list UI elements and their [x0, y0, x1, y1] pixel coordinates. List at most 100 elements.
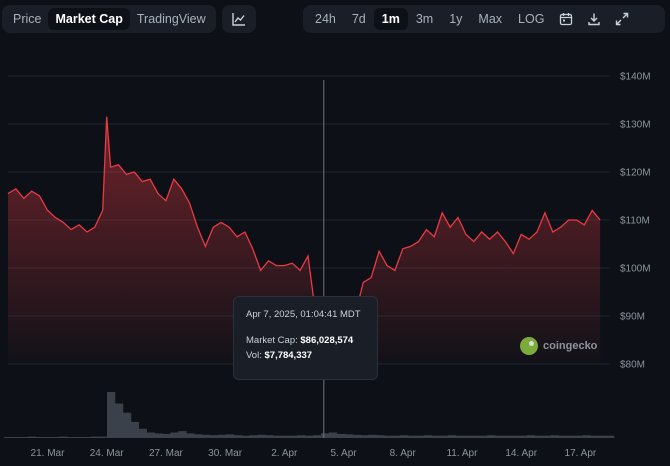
- volume-bar: [542, 435, 551, 438]
- x-tick-label: 5. Apr: [330, 448, 357, 459]
- download-icon: [588, 13, 601, 26]
- tooltip-date: Apr 7, 2025, 01:04:41 MDT: [246, 309, 361, 320]
- calendar-button[interactable]: [552, 8, 580, 30]
- volume-bar: [320, 433, 330, 438]
- calendar-icon: [560, 13, 573, 26]
- market-cap-line: [7, 116, 601, 338]
- x-tick-label: 27. Mar: [149, 448, 184, 459]
- download-button[interactable]: [580, 8, 608, 30]
- x-tick-label: 14. Apr: [505, 448, 537, 459]
- volume-bar: [526, 435, 536, 438]
- volume-bar: [439, 435, 448, 438]
- volume-bar: [202, 434, 211, 438]
- volume-bar: [265, 435, 274, 438]
- volume-bar: [558, 435, 567, 438]
- y-tick-label: $100M: [620, 264, 651, 275]
- y-tick-label: $80M: [620, 360, 645, 371]
- volume-bar: [400, 435, 409, 438]
- volume-bar: [376, 435, 385, 438]
- x-axis: 21. Mar 24. Mar 27. Mar 30. Mar 2. Apr 5. Apr…: [31, 448, 597, 459]
- y-axis: $140M $130M $120M $110M $100M $90M $80M: [620, 72, 651, 371]
- range-1y[interactable]: 1y: [449, 12, 463, 26]
- volume-bar: [194, 434, 203, 438]
- volume-bar: [114, 403, 124, 438]
- coingecko-logo-icon: [520, 337, 538, 355]
- volume-bar: [503, 435, 512, 438]
- volume-bar: [83, 437, 92, 438]
- volume-bar: [423, 435, 433, 438]
- range-24h[interactable]: 24h: [315, 12, 336, 26]
- volume-bar: [463, 435, 472, 438]
- volume-bar: [4, 437, 13, 438]
- y-tick-label: $130M: [620, 120, 651, 131]
- market-cap-area: [8, 116, 601, 364]
- volume-bar: [495, 435, 504, 438]
- volume-bar: [43, 437, 52, 438]
- tooltip-vol-label: Vol:: [246, 350, 262, 361]
- tab-tradingview[interactable]: TradingView: [136, 12, 206, 26]
- volume-bar: [99, 436, 108, 438]
- x-tick-label: 11. Apr: [446, 448, 478, 459]
- volume-bar: [27, 436, 37, 438]
- chart-type-button[interactable]: [222, 5, 256, 33]
- x-tick-label: 8. Apr: [390, 448, 417, 459]
- tooltip-vol-value: $7,784,337: [264, 350, 313, 361]
- expand-icon: [616, 12, 629, 26]
- volume-bar: [217, 434, 227, 438]
- volume-bar: [566, 435, 575, 438]
- volume-bar: [59, 436, 68, 438]
- tooltip-market-cap-label: Market Cap:: [246, 335, 298, 346]
- x-tick-label: 2. Apr: [271, 448, 298, 459]
- volume-bar: [328, 432, 338, 438]
- volume-bar: [19, 437, 29, 438]
- y-tick-label: $120M: [620, 168, 651, 179]
- range-max[interactable]: Max: [478, 12, 503, 26]
- tooltip-market-cap: Market Cap: $86,028,574: [246, 335, 365, 346]
- volume-bar: [598, 435, 607, 438]
- volume-bar: [384, 435, 393, 438]
- volume-bar: [606, 435, 615, 438]
- y-tick-label: $110M: [620, 216, 650, 227]
- range-log[interactable]: LOG: [518, 12, 545, 26]
- volume-bar: [75, 437, 84, 438]
- chart-tooltip: Apr 7, 2025, 01:04:41 MDT Market Cap: $8…: [233, 296, 378, 380]
- volume-bars: [4, 392, 615, 438]
- volume-bar: [162, 433, 171, 438]
- chart-toolbar: Price Market Cap TradingView 24h 7d 1m 3…: [0, 0, 670, 38]
- range-1m[interactable]: 1m: [373, 8, 408, 30]
- tab-market-cap[interactable]: Market Cap: [48, 8, 130, 30]
- market-cap-chart[interactable]: $140M $130M $120M $110M $100M $90M $80M 21. Ma…: [0, 38, 670, 466]
- tooltip-market-cap-value: $86,028,574: [300, 335, 354, 346]
- x-tick-label: 30. Mar: [208, 448, 243, 459]
- volume-bar: [582, 435, 591, 438]
- coingecko-watermark: coingecko: [520, 337, 597, 355]
- volume-bar: [471, 435, 480, 438]
- volume-bar: [305, 435, 314, 438]
- volume-bar: [257, 434, 266, 438]
- volume-bar: [12, 437, 21, 438]
- volume-bar: [352, 434, 361, 438]
- volume-bar: [178, 431, 187, 438]
- volume-bar: [91, 436, 100, 438]
- volume-bar: [154, 433, 163, 438]
- tooltip-volume: Vol: $7,784,337: [246, 350, 365, 361]
- volume-bar: [297, 435, 306, 438]
- volume-bar: [107, 392, 116, 438]
- volume-bar: [479, 435, 488, 438]
- volume-bar: [146, 432, 155, 438]
- volume-bar: [360, 435, 369, 438]
- volume-bar: [210, 435, 219, 438]
- fullscreen-button[interactable]: [608, 8, 636, 30]
- volume-bar: [273, 435, 282, 438]
- y-tick-label: $90M: [620, 312, 645, 323]
- range-7d[interactable]: 7d: [351, 12, 366, 26]
- tab-price[interactable]: Price: [13, 12, 42, 26]
- volume-bar: [122, 412, 132, 438]
- volume-bar: [225, 434, 235, 438]
- range-3m[interactable]: 3m: [415, 12, 434, 26]
- x-tick-label: 21. Mar: [31, 448, 66, 459]
- volume-bar: [51, 437, 60, 438]
- volume-bar: [392, 435, 401, 438]
- range-tab-group: 24h 7d 1m 3m 1y Max LOG: [303, 5, 665, 33]
- volume-bar: [336, 433, 345, 438]
